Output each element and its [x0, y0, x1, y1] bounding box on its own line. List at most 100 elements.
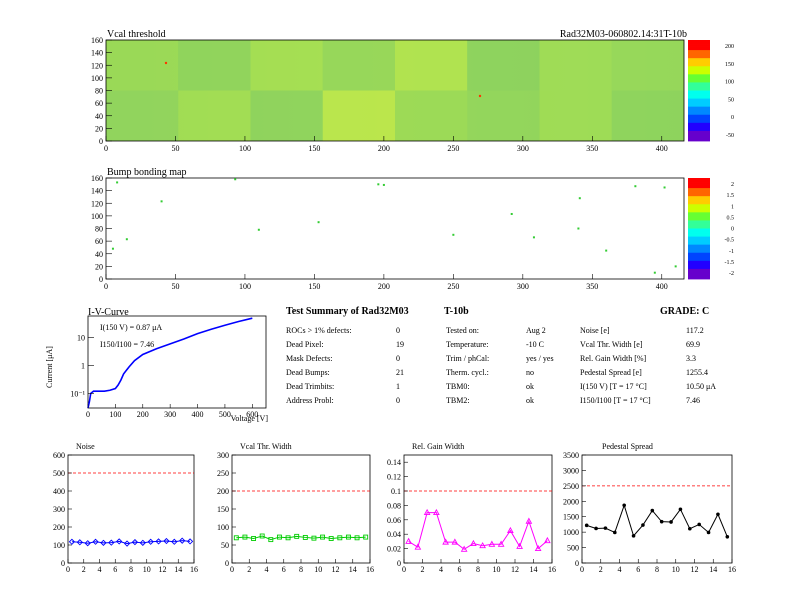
summary-col2-label: TBM2:	[446, 396, 470, 405]
bump-scale-band	[688, 222, 710, 225]
rel-gain-width-frame	[403, 454, 553, 564]
bump-axes: 0 50 100 150 200 250 300 350 400 0 20 40 60 80 100 120 1…	[91, 174, 668, 291]
bump-defect	[532, 236, 535, 239]
rel-gain-width-y-tick-label: 0.12	[387, 473, 401, 482]
summary-col2-label: Therm. cycl.:	[446, 368, 489, 377]
vcal-roc-tile	[395, 90, 468, 141]
noise-point	[108, 539, 115, 546]
vcal-scale-band	[688, 84, 710, 87]
bump-defect	[234, 178, 237, 181]
iv-y-tick-label: 10	[77, 334, 85, 343]
pedestal-spread-y-tick-label: 1500	[563, 513, 579, 522]
pedestal-spread-point	[594, 526, 598, 531]
pedestal-spread-x-tick-label: 12	[691, 565, 699, 574]
bump-scale-band	[688, 224, 710, 227]
bump-y-tick-label: 100	[91, 212, 103, 221]
bump-scale-band	[688, 214, 710, 217]
summary-col3-label: Pedestal Spread [e]	[580, 368, 642, 377]
rel-gain-width-point	[497, 540, 505, 547]
vcal-scale-band	[688, 72, 710, 75]
noise-plot: Noise 0 2 4 6 8 10 12 14 16 0 100 200 300 400 500 600	[53, 442, 198, 574]
bump-scale-band	[688, 264, 710, 268]
vcal-roc-tile	[250, 90, 323, 141]
vcal-x-tick-label: 0	[104, 144, 108, 153]
rel-gain-width-series-line	[408, 512, 548, 550]
bump-scale-band	[688, 268, 710, 272]
vcal-thr-width-x-tick-label: 10	[314, 565, 322, 574]
vcal-thr-width-point	[328, 536, 334, 541]
summary-tag: T-10b	[444, 306, 469, 317]
bump-scale-band	[688, 270, 710, 274]
noise-y-tick-label: 300	[53, 505, 65, 514]
vcal-thr-width-x-tick-label: 14	[349, 565, 357, 574]
pedestal-spread-x-tick-label: 2	[599, 565, 603, 574]
bump-scale-band	[688, 192, 710, 195]
bump-scale-band	[688, 194, 710, 197]
pedestal-spread-point	[613, 530, 617, 535]
iv-x-tick-label: 200	[137, 410, 149, 419]
summary-col3-value: 69.9	[686, 340, 700, 349]
pedestal-spread-title: Pedestal Spread	[602, 442, 653, 451]
pedestal-spread-point	[603, 526, 608, 530]
vcal-thr-width-y-tick-label: 300	[217, 451, 229, 460]
noise-x-tick-label: 10	[143, 565, 151, 574]
pedestal-spread-point	[641, 523, 645, 527]
vcal-thr-width-y-tick-label: 150	[217, 505, 229, 514]
noise-point	[92, 538, 99, 545]
vcal-scale-band	[688, 64, 710, 67]
vcal-thr-width-point	[337, 535, 343, 541]
summary-col3-label: Rel. Gain Width [%]	[580, 354, 647, 363]
summary-title: Test Summary of Rad32M03	[286, 306, 409, 317]
vcal-thr-width-point	[363, 534, 369, 540]
vcal-scale-band	[688, 66, 710, 69]
module-id: Rad32M03-060802.14:31T-10b	[560, 29, 687, 40]
noise-y-tick-label: 400	[53, 487, 65, 496]
bump-y-tick-label: 20	[95, 262, 103, 271]
rel-gain-width-point	[516, 542, 523, 549]
bump-x-tick-label: 400	[656, 282, 668, 291]
vcal-map: 0 50 100 150 200 250 300 350 400 0 20 40 60 80 100 120 1…	[91, 36, 685, 153]
bump-x-tick-label: 200	[378, 282, 390, 291]
rel-gain-width-x-tick-label: 8	[476, 565, 480, 574]
pedestal-spread-y-tick-label: 0	[575, 559, 579, 568]
noise-point	[179, 537, 186, 544]
vcal-scale-band	[688, 96, 710, 99]
vcal-roc-tile	[467, 90, 540, 141]
bump-defect	[111, 247, 114, 250]
bump-x-tick-label: 350	[586, 282, 598, 291]
pedestal-spread-point	[669, 520, 673, 524]
vcal-scale-band	[688, 112, 710, 116]
vcal-scale-band	[688, 122, 710, 126]
rel-gain-width-point	[488, 540, 496, 547]
vcal-roc-tile	[539, 40, 612, 91]
pedestal-spread-x-tick-label: 10	[672, 565, 680, 574]
noise-title: Noise	[76, 442, 95, 451]
vcal-thr-width-y-tick-label: 50	[221, 541, 229, 550]
rel-gain-width-title: Rel. Gain Width	[412, 442, 464, 451]
bump-scale-band	[688, 262, 710, 266]
iv-series	[87, 317, 253, 409]
bump-scale-label: 1	[731, 204, 734, 210]
bump-scale-label: -1.5	[725, 260, 735, 266]
bump-scale-band	[688, 220, 710, 223]
iv-annotation-current: I(150 V) = 0.87 μA	[100, 323, 162, 332]
rel-gain-width-point	[423, 508, 431, 516]
vcal-scale-label: 0	[731, 115, 734, 121]
vcal-thr-width-point	[268, 537, 274, 543]
vcal-scale-band	[688, 62, 710, 65]
vcal-thr-width-x-tick-label: 2	[247, 565, 251, 574]
vcal-scale-band	[688, 128, 710, 132]
vcal-scale-label: 200	[725, 44, 734, 50]
noise-x-tick-label: 16	[190, 565, 198, 574]
summary-col1-label: Address Probl:	[286, 396, 334, 405]
iv-frame	[87, 315, 267, 409]
bump-scale-band	[688, 212, 710, 215]
summary-col3-label: I150/I100 [T = 17 °C]	[580, 396, 651, 405]
iv-x-tick-label: 500	[219, 410, 231, 419]
vcal-scale-band	[688, 132, 710, 136]
pedestal-spread-x-tick-label: 6	[636, 565, 640, 574]
bump-x-tick-label: 50	[171, 282, 179, 291]
iv-x-tick-label: 100	[109, 410, 121, 419]
bump-scale-band	[688, 188, 710, 191]
